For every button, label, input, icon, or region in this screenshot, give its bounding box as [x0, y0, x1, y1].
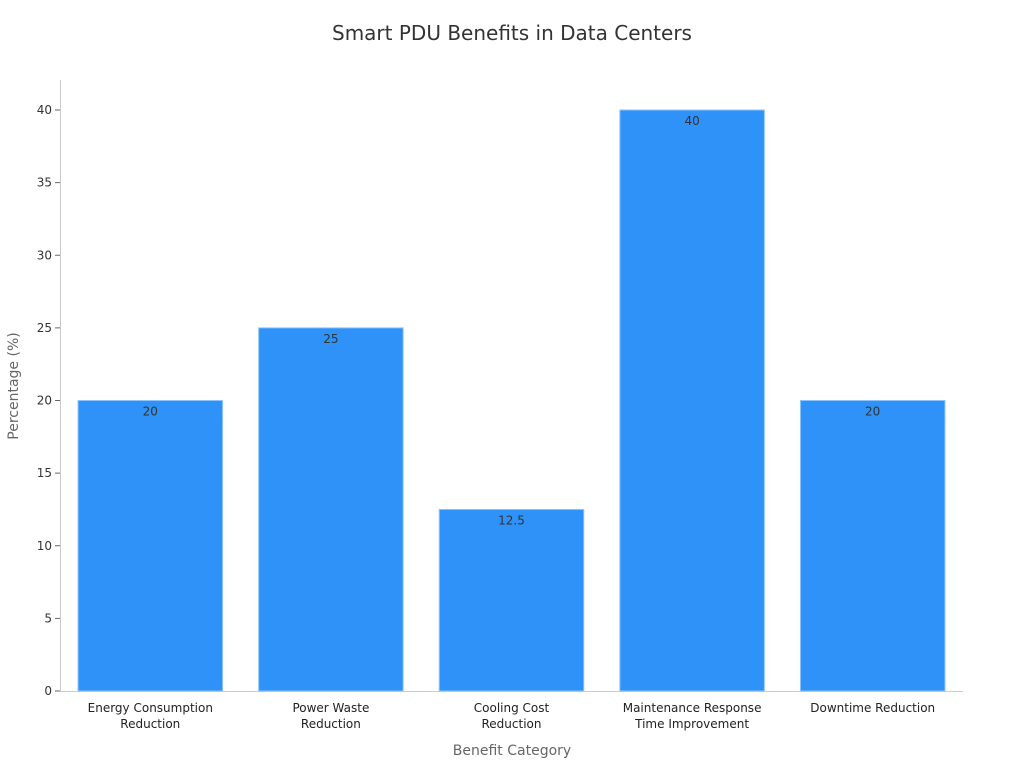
x-tick-label: Downtime Reduction: [810, 701, 935, 715]
bar[interactable]: [438, 508, 585, 692]
y-tick-label: 40: [37, 103, 52, 117]
y-tick-label: 10: [37, 539, 52, 553]
x-tick-label: Power Waste Reduction: [292, 701, 369, 731]
x-tick-label: Maintenance Response Time Improvement: [623, 701, 762, 731]
x-axis-label: Benefit Category: [453, 743, 571, 759]
data-label: 25: [323, 332, 338, 346]
bar[interactable]: [619, 109, 765, 692]
x-tick-label: Energy Consumption Reduction: [88, 701, 213, 731]
y-tick-label: 35: [37, 176, 52, 190]
x-tick-label: Cooling Cost Reduction: [474, 701, 550, 731]
chart-title: Smart PDU Benefits in Data Centers: [332, 21, 692, 45]
y-tick-label: 20: [37, 394, 52, 408]
data-label: 12.5: [498, 513, 525, 527]
y-tick-label: 5: [44, 611, 52, 625]
y-tick-label: 0: [44, 684, 52, 698]
y-axis-label: Percentage (%): [6, 332, 22, 439]
data-label: 20: [865, 405, 880, 419]
bar[interactable]: [258, 327, 404, 692]
data-label: 20: [143, 405, 158, 419]
data-label: 40: [684, 114, 699, 128]
y-tick-label: 25: [37, 321, 52, 335]
bar[interactable]: [799, 400, 946, 692]
y-tick-label: 15: [37, 466, 52, 480]
bar[interactable]: [77, 400, 224, 692]
y-tick-label: 30: [37, 248, 52, 262]
